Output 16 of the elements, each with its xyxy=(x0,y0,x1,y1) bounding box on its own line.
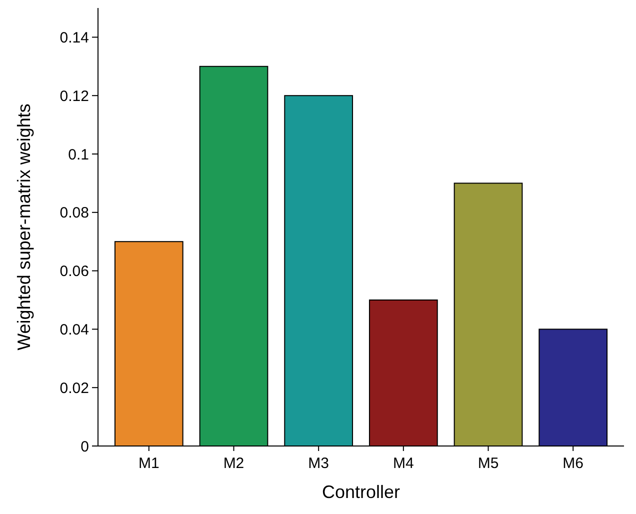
y-axis-title: Weighted super-matrix weights xyxy=(14,104,34,350)
y-tick-label: 0 xyxy=(80,438,89,456)
y-tick-label: 0.02 xyxy=(60,380,89,397)
x-tick-label: M3 xyxy=(308,455,330,472)
x-tick-label: M4 xyxy=(392,455,414,472)
x-tick-label: M6 xyxy=(562,455,584,472)
y-tick-label: 0.06 xyxy=(60,263,89,280)
y-tick-label: 0.14 xyxy=(60,29,89,46)
x-tick-label: M5 xyxy=(478,455,499,472)
y-tick-label: 0.08 xyxy=(60,204,89,222)
x-tick-label: M2 xyxy=(223,455,244,472)
x-tick-label: M1 xyxy=(138,455,160,472)
y-tick-label: 0.12 xyxy=(60,88,89,105)
y-tick-label: 0.04 xyxy=(60,321,89,338)
y-tick-label: 0.1 xyxy=(68,146,89,164)
x-axis-title: Controller xyxy=(322,482,400,502)
